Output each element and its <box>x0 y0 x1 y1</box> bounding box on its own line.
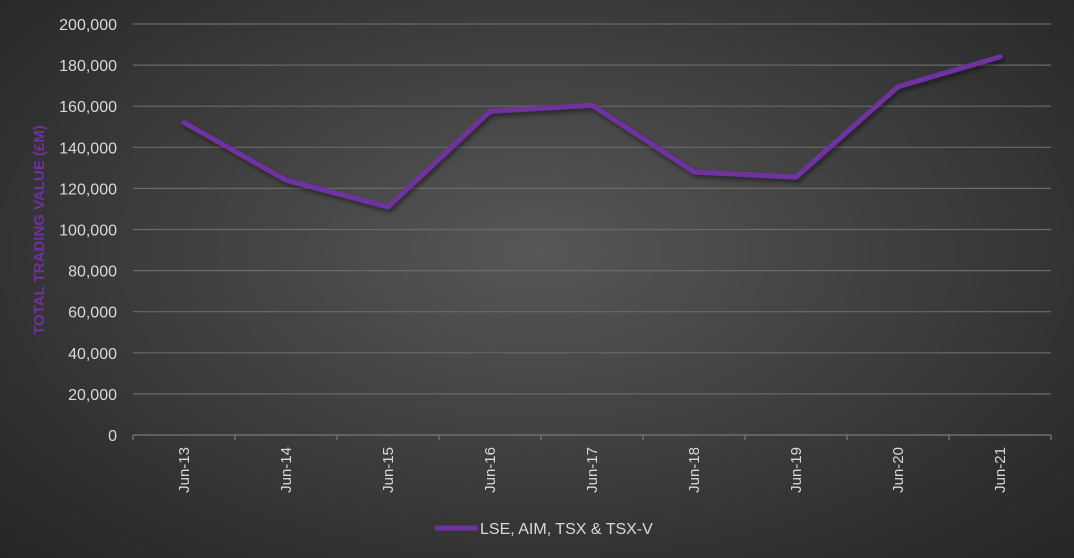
y-tick-label: 40,000 <box>68 346 117 363</box>
y-tick-label: 200,000 <box>59 17 117 34</box>
y-tick-label: 160,000 <box>59 99 117 116</box>
y-tick-label: 20,000 <box>68 387 117 404</box>
legend: LSE, AIM, TSX & TSX-V <box>435 521 653 538</box>
x-tick-label: Jun-20 <box>890 447 907 493</box>
series-line <box>181 54 1003 210</box>
x-tick-label: Jun-15 <box>380 447 397 493</box>
x-tick-label: Jun-14 <box>278 447 295 493</box>
y-axis-title: TOTAL TRADING VALUE (£M) <box>31 125 48 335</box>
x-tick-label: Jun-21 <box>992 447 1009 493</box>
x-tick-label: Jun-16 <box>482 447 499 493</box>
x-axis-ticks: Jun-13 Jun-14 Jun-15 Jun-16 Jun-17 Jun-18 Jun-… <box>176 447 1009 493</box>
y-tick-label: 100,000 <box>59 223 117 240</box>
y-tick-label: 140,000 <box>59 140 117 157</box>
y-tick-label: 0 <box>108 428 117 445</box>
y-tick-label: 60,000 <box>68 305 117 322</box>
y-tick-label: 120,000 <box>59 181 117 198</box>
y-tick-label: 180,000 <box>59 58 117 75</box>
x-tick-label: Jun-19 <box>788 447 805 493</box>
y-tick-label: 80,000 <box>68 264 117 281</box>
y-axis-ticks: 0 20,000 40,000 60,000 80,000 100,000 120,000 1… <box>59 17 117 445</box>
x-axis <box>132 434 1052 440</box>
x-tick-label: Jun-18 <box>686 447 703 493</box>
gridlines <box>133 23 1051 395</box>
x-tick-label: Jun-13 <box>176 447 193 493</box>
x-tick-label: Jun-17 <box>584 447 601 493</box>
legend-label: LSE, AIM, TSX & TSX-V <box>480 521 653 538</box>
